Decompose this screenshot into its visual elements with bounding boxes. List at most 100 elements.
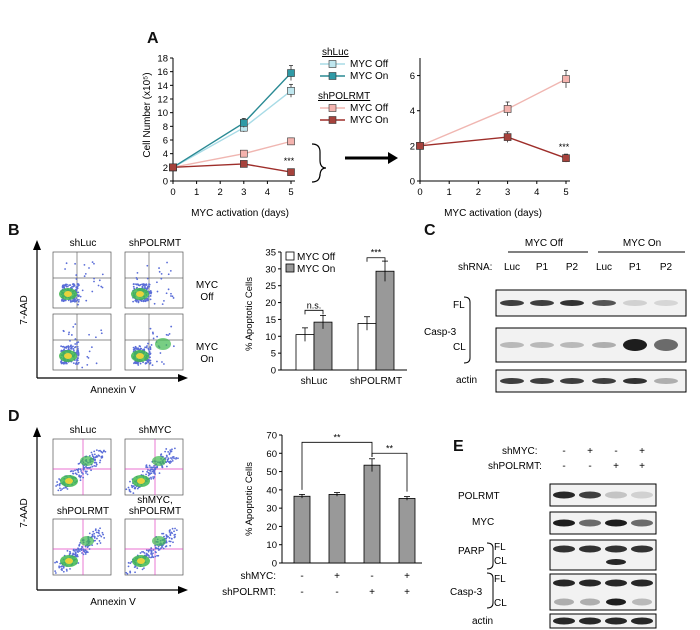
d-flow-dot <box>74 472 77 475</box>
d-flow-plots <box>52 438 184 576</box>
legend-label-3: MYC On <box>350 115 388 126</box>
a-left-point-0-2 <box>287 87 295 95</box>
d-flow-dot <box>65 569 68 572</box>
d-bar-ytick-label-60: 60 <box>266 449 277 460</box>
a-left-point-1-1 <box>240 119 248 127</box>
c-bracket <box>463 296 471 364</box>
a-right-ytick-label-4: 4 <box>410 106 415 117</box>
e-sign-2-1: - <box>588 461 591 472</box>
c-fl-label: FL <box>453 300 465 311</box>
b-flow-dot <box>146 277 149 280</box>
e-band-casp3-cl-1 <box>580 598 600 606</box>
d-flow-dot <box>160 547 162 550</box>
b-bar-chart: % Apoptotic Cells 0 5 10 15 20 25 30 35 shLuc n.s… <box>244 248 407 387</box>
panel-e-figure: shMYC: shPOLRMT: - + - + - - + + POLRMT MYC PAR… <box>450 446 657 629</box>
b-flow-dot <box>135 300 138 302</box>
e-band-actin-1 <box>579 617 601 625</box>
d-flow-dot <box>177 457 179 460</box>
d-flow-dot <box>77 469 79 472</box>
d-flow-dot <box>153 466 156 469</box>
b-flow-dot <box>140 299 143 302</box>
b-flow-dot <box>144 285 146 288</box>
c-cl-label: CL <box>453 342 466 353</box>
e-shpolrmt-label: shPOLRMT: <box>488 461 542 472</box>
d-flow-dot <box>96 542 99 545</box>
d-flow-dot <box>72 553 74 556</box>
e-band-casp3-1 <box>579 579 601 587</box>
d-flow-dot <box>76 555 79 558</box>
d-flow-dot <box>129 562 132 565</box>
d-flow-dot <box>169 532 172 535</box>
c-band-actin-1 <box>530 378 554 384</box>
b-flow-dot <box>153 302 156 305</box>
legend-marker-0 <box>328 60 337 68</box>
d-flow-dot <box>152 477 155 480</box>
d-flow-dot <box>174 527 176 530</box>
b-bar-bracket-0 <box>304 309 324 315</box>
panel-label-d: D <box>8 408 20 425</box>
b-bar-significance-0: n.s. <box>307 300 322 310</box>
a-right-xtick-label-1: 1 <box>447 187 452 198</box>
b-x-arrowhead <box>178 374 188 382</box>
b-flow-dot <box>149 352 152 355</box>
b-flow-dot <box>75 362 78 365</box>
d-flow-dot <box>78 475 80 478</box>
a-left-point-2-1 <box>240 149 248 158</box>
d-flow-dot <box>93 465 96 467</box>
d-y-arrowhead <box>33 427 41 437</box>
e-band-actin-3 <box>631 617 653 625</box>
e-band-myc-0 <box>553 519 575 527</box>
c-band-fl-1 <box>530 300 554 306</box>
a-left-ytick-label-6: 6 <box>163 136 168 147</box>
b-flow-dot <box>146 297 149 300</box>
b-flow-dot <box>77 291 80 294</box>
c-band-fl-4 <box>623 300 647 306</box>
d-flow-dot <box>59 487 61 490</box>
d-flow-dot <box>131 485 133 487</box>
b-flow-dot <box>81 289 84 292</box>
b-flow-dot <box>72 348 75 350</box>
d-flow-dot <box>91 535 94 537</box>
d-flow-dot <box>150 472 153 475</box>
d-flow-plot-0 <box>52 438 112 496</box>
b-col-shpolrmt: shPOLRMT <box>129 238 181 249</box>
d-flow-dot <box>150 556 153 559</box>
b-bar-category-0: shLuc <box>301 376 328 387</box>
d-flow-dot <box>148 556 151 559</box>
d-flow-dot <box>98 461 101 464</box>
d-flow-dot <box>95 463 98 466</box>
b-bar-ytick-label-0: 0 <box>271 366 276 377</box>
e-casp3-bracket <box>486 572 494 609</box>
b-flow-dot <box>170 325 173 328</box>
c-band-actin-4 <box>623 378 647 384</box>
d-flow-dot <box>146 470 148 473</box>
a-right-xtick-label-2: 2 <box>476 187 481 198</box>
e-casp3-fl: FL <box>494 574 506 585</box>
d-flow-density-yellow-2 <box>65 558 73 564</box>
d-flow-density-green2-0 <box>80 456 94 466</box>
d-flow-density-yellow-0 <box>65 478 73 484</box>
e-myc-label: MYC <box>472 517 494 528</box>
d-bar-significance-1: ** <box>386 443 394 453</box>
b-bar-1-1 <box>375 270 395 371</box>
d-flow-dot <box>136 567 139 570</box>
b-flow-dot <box>73 300 76 303</box>
b-flow-dot <box>141 283 143 286</box>
d-flow-dot <box>58 478 60 480</box>
b-flow-dot <box>161 361 163 363</box>
e-band-polrmt-3 <box>631 491 653 499</box>
d-flow-dot <box>97 531 100 534</box>
b-flow-dot <box>142 284 145 287</box>
d-bar-3 <box>398 498 416 564</box>
d-bar-ytick-label-30: 30 <box>266 504 277 515</box>
b-bar-ytick-label-15: 15 <box>265 315 276 326</box>
b-flow-dot <box>90 346 93 349</box>
d-row-sign-0-3: + <box>404 571 410 582</box>
d-flow-dot <box>132 485 135 488</box>
b-flow-density-yellow-3 <box>136 353 144 359</box>
d-flow-dot <box>83 549 85 551</box>
e-casp3-cl: CL <box>494 598 507 609</box>
panel-a-figure: Cell Number (x10⁵) MYC activation (days)… <box>142 47 570 219</box>
b-flow-dot <box>135 277 138 279</box>
b-flow-dot <box>158 267 160 269</box>
